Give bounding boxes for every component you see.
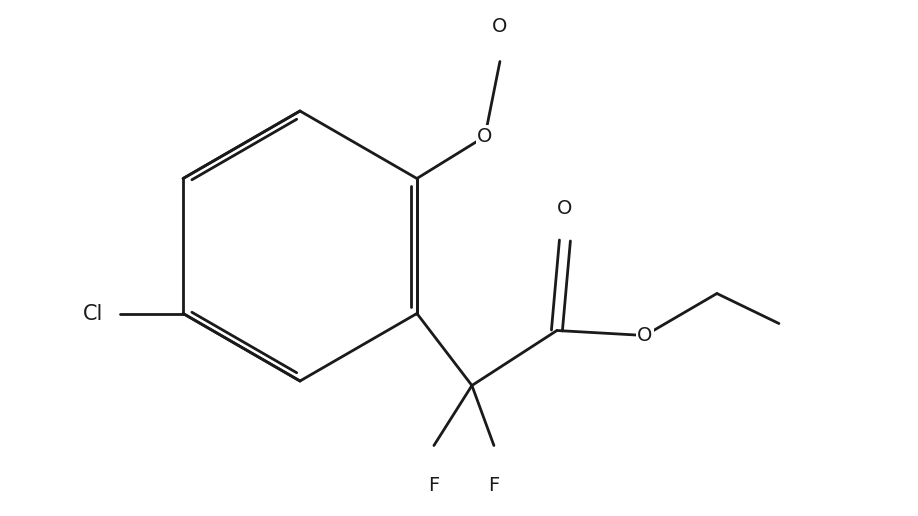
Text: O: O <box>477 127 493 146</box>
Text: F: F <box>429 476 440 495</box>
Text: O: O <box>557 199 573 218</box>
Text: O: O <box>492 17 508 36</box>
Text: F: F <box>488 476 499 495</box>
Text: Cl: Cl <box>83 303 103 324</box>
Text: O: O <box>637 326 653 345</box>
